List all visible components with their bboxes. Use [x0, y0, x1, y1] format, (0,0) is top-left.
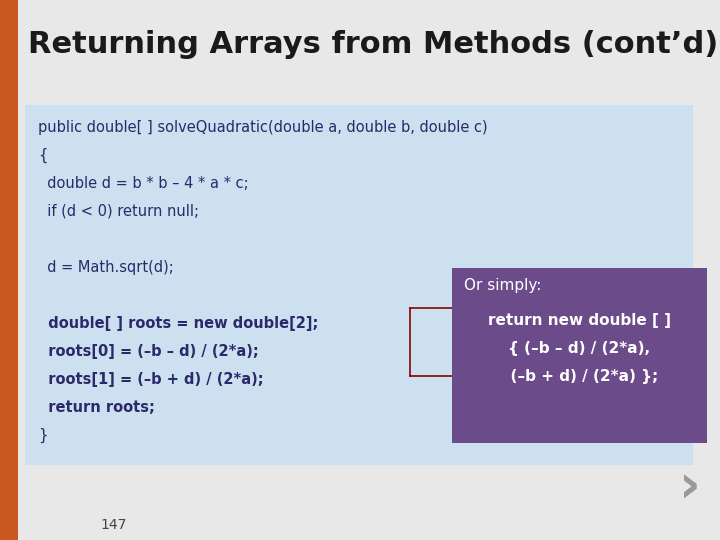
Bar	[25, 105, 693, 465]
Text: public double[ ] solveQuadratic(double a, double b, double c): public double[ ] solveQuadratic(double a…	[38, 120, 487, 135]
Bar	[452, 268, 707, 443]
Text: double d = b * b – 4 * a * c;: double d = b * b – 4 * a * c;	[38, 176, 248, 191]
Text: roots[1] = (–b + d) / (2*a);: roots[1] = (–b + d) / (2*a);	[38, 372, 264, 387]
Text: if (d < 0) return null;: if (d < 0) return null;	[38, 204, 199, 219]
Text: roots[0] = (–b – d) / (2*a);: roots[0] = (–b – d) / (2*a);	[38, 344, 258, 359]
Text: {: {	[38, 148, 48, 163]
Text: (–b + d) / (2*a) };: (–b + d) / (2*a) };	[500, 369, 658, 384]
Text: double[ ] roots = new double[2];: double[ ] roots = new double[2];	[38, 316, 318, 331]
Bar	[0, 0, 18, 540]
Text: d = Math.sqrt(d);: d = Math.sqrt(d);	[38, 260, 174, 275]
Text: return roots;: return roots;	[38, 400, 155, 415]
Text: 147: 147	[100, 518, 127, 532]
Text: return new double [ ]: return new double [ ]	[487, 313, 670, 328]
Text: Returning Arrays from Methods (cont’d): Returning Arrays from Methods (cont’d)	[28, 30, 719, 59]
Text: { (–b – d) / (2*a),: { (–b – d) / (2*a),	[508, 341, 650, 356]
Text: Or simply:: Or simply:	[464, 278, 541, 293]
Text: }: }	[38, 428, 48, 443]
Text: ›: ›	[679, 462, 701, 514]
